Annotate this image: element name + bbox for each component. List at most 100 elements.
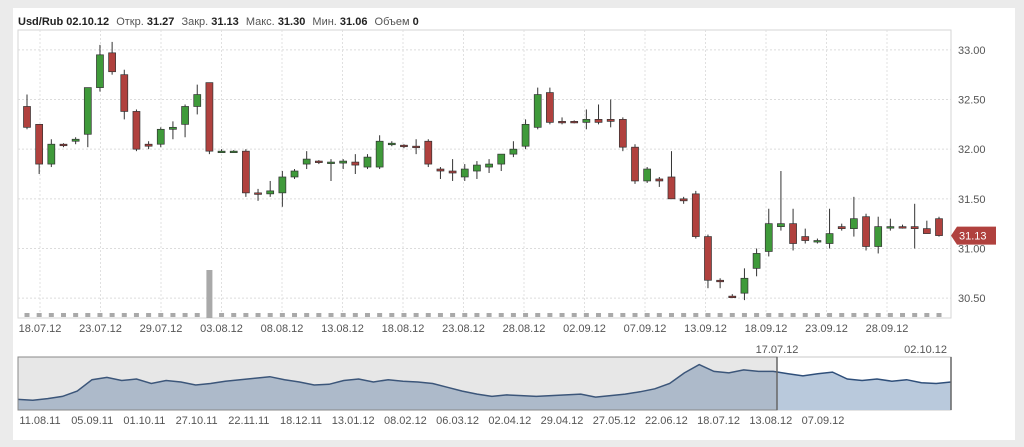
candle-body[interactable]	[229, 150, 238, 154]
candle-body[interactable]	[777, 223, 785, 227]
candle-body[interactable]	[704, 236, 712, 281]
volume-bar	[182, 313, 188, 317]
volume-bar	[632, 313, 638, 317]
candle-body[interactable]	[169, 126, 177, 130]
candle-body[interactable]	[655, 178, 664, 182]
candle-body[interactable]	[387, 142, 396, 146]
candle-body[interactable]	[606, 119, 615, 122]
candle-body[interactable]	[922, 228, 931, 234]
candle-body[interactable]	[193, 94, 202, 107]
volume-bar	[802, 313, 808, 317]
volume-bar	[498, 313, 504, 317]
volume-bar	[36, 313, 42, 317]
candle-body[interactable]	[351, 161, 360, 166]
volume-bar	[292, 313, 298, 317]
candle-body[interactable]	[874, 226, 883, 247]
volume-bar	[219, 313, 225, 317]
candle-body[interactable]	[546, 92, 554, 123]
volume-bar	[790, 313, 796, 317]
volume-bar	[596, 313, 602, 317]
candle-body[interactable]	[485, 163, 493, 168]
candle-body[interactable]	[473, 164, 481, 172]
candle-body[interactable]	[825, 233, 834, 244]
candle-body[interactable]	[375, 140, 384, 168]
navigator-x-tick-label: 18.07.12	[697, 415, 740, 427]
candle-body[interactable]	[217, 150, 226, 154]
candle-body[interactable]	[96, 54, 104, 88]
candle-body[interactable]	[618, 119, 627, 148]
candle-body[interactable]	[667, 176, 676, 200]
candle-body[interactable]	[521, 123, 530, 147]
candle-body[interactable]	[412, 145, 420, 149]
close-label: Закр.	[181, 16, 209, 28]
candle-body[interactable]	[631, 146, 639, 182]
candle-body[interactable]	[47, 143, 56, 165]
candle-body[interactable]	[679, 198, 688, 202]
candle-body[interactable]	[327, 161, 335, 164]
candle-body[interactable]	[205, 82, 214, 152]
candle-body[interactable]	[935, 218, 943, 236]
candle-body[interactable]	[837, 226, 846, 229]
candle-body[interactable]	[266, 190, 275, 195]
candle-body[interactable]	[533, 94, 542, 128]
candle-body[interactable]	[898, 226, 907, 229]
volume-bar	[729, 313, 735, 317]
candle-body[interactable]	[558, 121, 566, 124]
candle-body[interactable]	[400, 144, 408, 148]
x-tick-label: 28.09.12	[866, 323, 909, 335]
x-tick-label: 07.09.12	[624, 323, 667, 335]
candle-body[interactable]	[314, 160, 323, 163]
candle-body[interactable]	[764, 223, 773, 252]
candle-body[interactable]	[278, 176, 287, 194]
ohlc-header: Usd/Rub 02.10.12 Откр. 31.27 Закр. 31.13…	[18, 16, 419, 28]
candle-body[interactable]	[716, 279, 724, 283]
candle-body[interactable]	[448, 170, 457, 174]
volume-bar	[924, 313, 930, 317]
candle-body[interactable]	[910, 226, 919, 229]
candle-body[interactable]	[363, 156, 372, 168]
navigator-x-tick-label: 22.11.11	[228, 415, 269, 427]
x-tick-label: 13.08.12	[321, 323, 364, 335]
candle-body[interactable]	[436, 168, 445, 172]
candle-body[interactable]	[71, 138, 80, 142]
y-tick-label: 31.50	[958, 194, 986, 206]
candle-body[interactable]	[254, 192, 262, 195]
candle-body[interactable]	[108, 52, 116, 73]
candle-body[interactable]	[59, 143, 68, 147]
candle-body[interactable]	[290, 170, 299, 178]
candle-body[interactable]	[740, 277, 749, 294]
candle-body[interactable]	[35, 123, 44, 165]
candle-body[interactable]	[728, 295, 737, 299]
candle-body[interactable]	[83, 87, 92, 135]
candle-body[interactable]	[813, 240, 822, 243]
date-label: 02.10.12	[66, 16, 110, 28]
candle-body[interactable]	[789, 223, 797, 244]
candle-body[interactable]	[23, 106, 31, 128]
candle-body[interactable]	[582, 119, 591, 123]
candle-body[interactable]	[302, 158, 311, 165]
candle-body[interactable]	[886, 226, 895, 229]
candle-body[interactable]	[120, 74, 129, 112]
candle-body[interactable]	[181, 106, 189, 125]
candle-body[interactable]	[643, 168, 652, 182]
volume-bar	[304, 313, 310, 317]
candle-body[interactable]	[497, 153, 506, 165]
candle-body[interactable]	[132, 111, 141, 150]
candle-body[interactable]	[424, 140, 433, 165]
candle-body[interactable]	[242, 150, 250, 194]
candle-body[interactable]	[460, 168, 469, 178]
candle-body[interactable]	[691, 193, 700, 237]
candle-body[interactable]	[144, 143, 153, 147]
candle-body[interactable]	[339, 160, 348, 164]
candle-body[interactable]	[570, 121, 579, 124]
candle-body[interactable]	[862, 216, 870, 247]
candle-body[interactable]	[509, 148, 518, 155]
candle-body[interactable]	[594, 119, 603, 123]
candle-body[interactable]	[156, 128, 165, 145]
volume-bar	[912, 313, 918, 317]
volume-bar	[425, 313, 431, 317]
candle-body[interactable]	[752, 253, 761, 269]
candle-body[interactable]	[801, 236, 810, 241]
candle-body[interactable]	[850, 218, 858, 229]
